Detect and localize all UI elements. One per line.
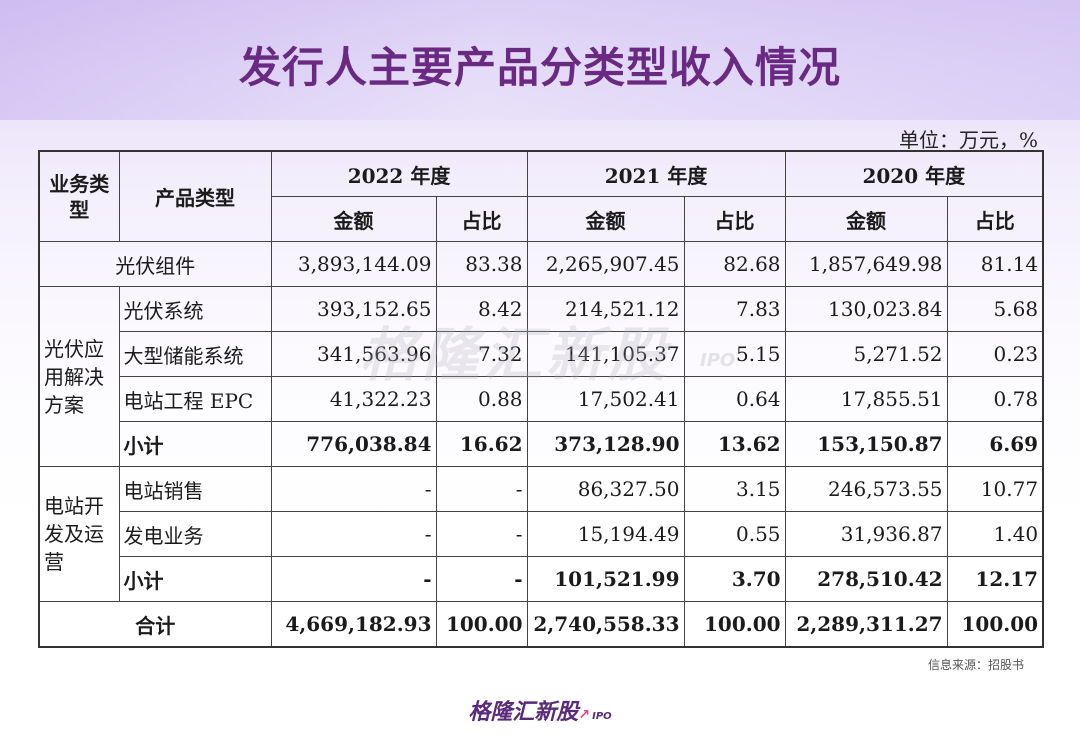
cell-value: 0.78 [946, 376, 1044, 422]
cell-value: 10.77 [946, 466, 1044, 512]
cell-value: - [270, 466, 437, 512]
row-label: 大型储能系统 [118, 331, 272, 377]
cell-value: 82.68 [683, 241, 786, 287]
cell-value: 13.62 [683, 421, 786, 467]
cell-value: - [270, 511, 437, 557]
table-row: 光伏组件 3,893,144.09 83.38 2,265,907.45 82.… [38, 241, 1044, 287]
cell-value: - [435, 556, 528, 602]
cell-value: 2,289,311.27 [784, 601, 948, 648]
cell-value: 141,105.37 [526, 331, 685, 377]
cell-value: - [435, 511, 528, 557]
row-label: 光伏系统 [118, 286, 272, 332]
table-row: 大型储能系统 341,563.96 7.32 141,105.37 5.15 5… [39, 331, 1044, 377]
brand-logo: 格隆汇新股↗ IPO [0, 694, 1080, 726]
cell-value: 101,521.99 [526, 556, 685, 602]
row-label: 小计 [118, 556, 272, 602]
row-label: 小计 [118, 421, 272, 467]
cell-value: - [435, 466, 528, 512]
header-amount: 金额 [270, 196, 437, 242]
group-label-pv-solutions: 光伏应用解决方案 [38, 286, 120, 467]
cell-value: 373,128.90 [526, 421, 685, 467]
row-label: 电站工程 EPC [118, 376, 272, 422]
table-row: 电站开发及运营 电站销售 - - 86,327.50 3.15 246,573.… [38, 466, 1044, 602]
cell-value: 5.15 [683, 331, 786, 377]
header-amount: 金额 [784, 196, 948, 242]
cell-value: 5.68 [946, 286, 1044, 332]
table-row: 发电业务 - - 15,194.49 0.55 31,936.87 1.40 [39, 511, 1044, 557]
cell-value: 1,857,649.98 [784, 241, 948, 287]
page-title: 发行人主要产品分类型收入情况 [238, 43, 841, 92]
cell-value: 86,327.50 [526, 466, 685, 512]
cell-value: 2,265,907.45 [526, 241, 685, 287]
cell-value: 3.15 [683, 466, 786, 512]
table-row-subtotal: 小计 - - 101,521.99 3.70 278,510.42 12.17 [39, 556, 1044, 602]
cell-value: 0.88 [435, 376, 528, 422]
cell-value: 5,271.52 [784, 331, 948, 377]
table-row-subtotal: 小计 776,038.84 16.62 373,128.90 13.62 153… [39, 421, 1044, 467]
cell-value: 41,322.23 [270, 376, 437, 422]
cell-value: 7.32 [435, 331, 528, 377]
cell-value: - [270, 556, 437, 602]
cell-value: 0.23 [946, 331, 1044, 377]
watermark-ipo: IPO [700, 350, 736, 371]
cell-value: 8.42 [435, 286, 528, 332]
cell-value: 341,563.96 [270, 331, 437, 377]
header-year-2022: 2022 年度 [270, 150, 528, 197]
header-background [0, 0, 1080, 120]
cell-value: 12.17 [946, 556, 1044, 602]
cell-value: 7.83 [683, 286, 786, 332]
cell-value: 0.55 [683, 511, 786, 557]
header-ratio: 占比 [435, 196, 528, 242]
cell-value: 153,150.87 [784, 421, 948, 467]
header-product-type: 产品类型 [118, 150, 272, 242]
revenue-table: 业务类型 产品类型 2022 年度 2021 年度 2020 年度 金额 占比 … [38, 150, 1045, 648]
cell-value: 0.64 [683, 376, 786, 422]
cell-value: 278,510.42 [784, 556, 948, 602]
trend-arrow-icon: ↗ [578, 707, 591, 723]
cell-value: 17,855.51 [784, 376, 948, 422]
unit-label: 单位：万元，% [898, 128, 1038, 152]
brand-name: 格隆汇新股 [468, 700, 579, 725]
row-label: 合计 [38, 601, 272, 648]
cell-value: 31,936.87 [784, 511, 948, 557]
cell-value: 130,023.84 [784, 286, 948, 332]
brand-ipo: IPO [592, 711, 612, 722]
cell-value: 16.62 [435, 421, 528, 467]
cell-value: 2,740,558.33 [526, 601, 685, 648]
group-label-station-ops: 电站开发及运营 [38, 466, 120, 602]
source-note: 信息来源：招股书 [927, 658, 1024, 672]
table-row: 电站工程 EPC 41,322.23 0.88 17,502.41 0.64 1… [39, 376, 1044, 422]
cell-value: 246,573.55 [784, 466, 948, 512]
cell-value: 1.40 [946, 511, 1044, 557]
header-ratio: 占比 [683, 196, 786, 242]
cell-value: 17,502.41 [526, 376, 685, 422]
row-label: 光伏组件 [38, 241, 272, 287]
cell-value: 6.69 [946, 421, 1044, 467]
cell-value: 81.14 [946, 241, 1044, 287]
table-row-total: 合计 4,669,182.93 100.00 2,740,558.33 100.… [38, 601, 1044, 648]
header-amount: 金额 [526, 196, 685, 242]
cell-value: 4,669,182.93 [270, 601, 437, 648]
header-year-2020: 2020 年度 [784, 150, 1044, 197]
cell-value: 214,521.12 [526, 286, 685, 332]
header-year-2021: 2021 年度 [526, 150, 786, 197]
table-row: 光伏应用解决方案 光伏系统 393,152.65 8.42 214,521.12… [38, 286, 1044, 467]
cell-value: 3,893,144.09 [270, 241, 437, 287]
row-label: 发电业务 [118, 511, 272, 557]
cell-value: 100.00 [683, 601, 786, 648]
cell-value: 83.38 [435, 241, 528, 287]
cell-value: 100.00 [946, 601, 1044, 648]
cell-value: 393,152.65 [270, 286, 437, 332]
row-label: 电站销售 [118, 466, 272, 512]
cell-value: 776,038.84 [270, 421, 437, 467]
cell-value: 100.00 [435, 601, 528, 648]
header-ratio: 占比 [946, 196, 1044, 242]
cell-value: 3.70 [683, 556, 786, 602]
cell-value: 15,194.49 [526, 511, 685, 557]
header-business-type: 业务类型 [38, 150, 120, 242]
